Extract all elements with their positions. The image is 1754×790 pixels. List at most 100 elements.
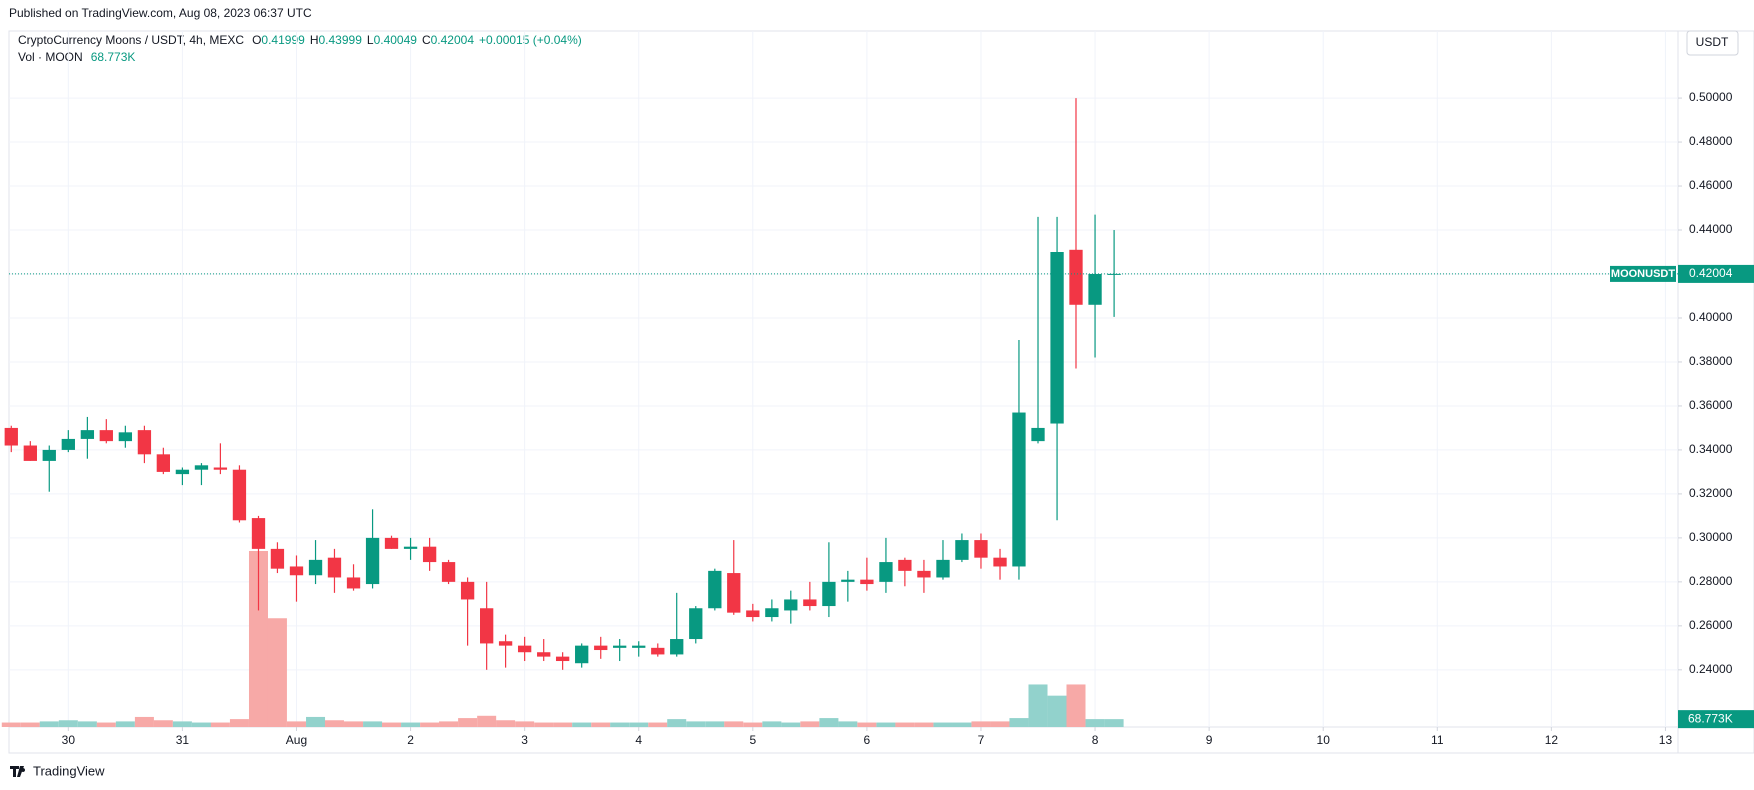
x-tick-label: 12 — [1545, 733, 1559, 747]
volume-bar — [267, 618, 287, 727]
legend-ohlc-letter: L — [367, 33, 374, 47]
volume-bar — [933, 722, 953, 727]
candle-body — [23, 445, 37, 461]
y-tick-label: 0.32000 — [1689, 486, 1733, 500]
x-tick-label: 5 — [749, 733, 756, 747]
candle-body — [1050, 252, 1064, 424]
candle-body — [765, 608, 779, 618]
candle-body — [80, 430, 95, 439]
candle-body — [175, 469, 190, 475]
y-tick-label: 0.24000 — [1689, 662, 1733, 676]
volume-bar — [77, 721, 97, 727]
candle-body — [708, 570, 722, 609]
candle-body — [232, 469, 247, 521]
volume-bar — [496, 720, 516, 727]
candle-body — [575, 645, 589, 664]
candle-body — [4, 427, 18, 446]
volume-bar — [857, 722, 877, 727]
candle-body — [594, 645, 608, 651]
volume-bar — [781, 722, 801, 727]
volume-bar — [838, 721, 858, 727]
candle-body — [727, 573, 741, 613]
candle-body — [156, 454, 171, 472]
volume-bar — [553, 722, 573, 727]
currency-label[interactable]: USDT — [1696, 35, 1729, 49]
chart-frame — [8, 30, 1754, 754]
volume-bar — [1, 722, 21, 727]
y-tick-label: 0.46000 — [1689, 178, 1733, 192]
volume-bar — [458, 718, 478, 727]
candle-body — [784, 599, 798, 611]
candle-body — [1107, 273, 1121, 275]
y-tick-label: 0.36000 — [1689, 398, 1733, 412]
candle-body — [118, 432, 133, 442]
volume-bar — [534, 722, 554, 727]
legend-change: +0.00015 (+0.04%) — [479, 33, 582, 47]
candle-body — [1069, 249, 1083, 305]
legend-ohlc-value: 0.40049 — [374, 33, 418, 47]
brand-name: TradingView — [33, 763, 105, 778]
currency-button[interactable] — [1686, 30, 1739, 56]
x-tick-label: 31 — [176, 733, 190, 747]
volume-bar — [515, 721, 535, 727]
candle-body — [498, 641, 513, 646]
candle-body — [1088, 273, 1102, 305]
candle-body — [898, 559, 912, 571]
candle-body — [308, 559, 323, 576]
y-tick-label: 0.28000 — [1689, 574, 1733, 588]
volume-bar — [115, 721, 135, 727]
volume-bar — [420, 722, 440, 727]
volume-tag — [1678, 710, 1754, 729]
candle-body — [860, 579, 874, 585]
last-price-tag — [1678, 264, 1754, 283]
candle-body — [689, 608, 703, 640]
volume-bar — [210, 722, 230, 727]
legend: CryptoCurrency Moons / USDT, 4h, MEXC O0.… — [18, 33, 582, 64]
volume-bar — [724, 721, 744, 727]
brand: ⁠ TradingView — [10, 763, 105, 778]
volume-bar — [914, 722, 934, 727]
volume-bar — [1085, 719, 1105, 727]
volume-legend-name: Vol · MOON — [18, 50, 83, 64]
volume-bar — [762, 721, 782, 727]
x-tick-label: 2 — [407, 733, 414, 747]
y-tick-label: 0.48000 — [1689, 134, 1733, 148]
candle-body — [441, 562, 456, 582]
volume-bar — [344, 721, 364, 727]
published-note: Published on TradingView.com, Aug 08, 20… — [9, 6, 312, 20]
volume-bar — [572, 722, 592, 727]
volume-bar — [819, 718, 839, 727]
x-tick-label: 4 — [635, 733, 642, 747]
y-tick-label: 0.40000 — [1689, 310, 1733, 324]
candle-body — [42, 449, 56, 461]
candle-body — [61, 438, 75, 450]
volume-bar — [248, 551, 269, 727]
volume-bar — [686, 721, 706, 727]
x-tick-label: 3 — [521, 733, 528, 747]
volume-bar — [401, 722, 421, 727]
legend-line: Vol · MOON 68.773K — [18, 50, 135, 64]
candle-body — [346, 577, 361, 589]
volume-bar — [58, 720, 78, 727]
volume-bar — [1047, 695, 1067, 727]
candle-body — [99, 430, 113, 442]
candle-body — [251, 518, 266, 549]
x-tick-label: 13 — [1659, 733, 1673, 747]
x-tick-label: 9 — [1206, 733, 1213, 747]
candle-body — [194, 465, 209, 470]
legend-ohlc-letter: O — [252, 33, 261, 47]
candle-body — [270, 548, 285, 569]
candle-body — [289, 566, 304, 576]
candle-body — [460, 581, 475, 600]
volume-bar — [876, 722, 896, 727]
volume-bar — [610, 722, 630, 727]
volume-bar — [363, 721, 383, 727]
candle-body — [137, 430, 152, 455]
candle-body — [365, 537, 380, 585]
volume-bar — [96, 722, 116, 727]
x-tick-label: 11 — [1431, 733, 1444, 747]
volume-bar — [477, 715, 497, 727]
x-tick-label: 8 — [1092, 733, 1099, 747]
